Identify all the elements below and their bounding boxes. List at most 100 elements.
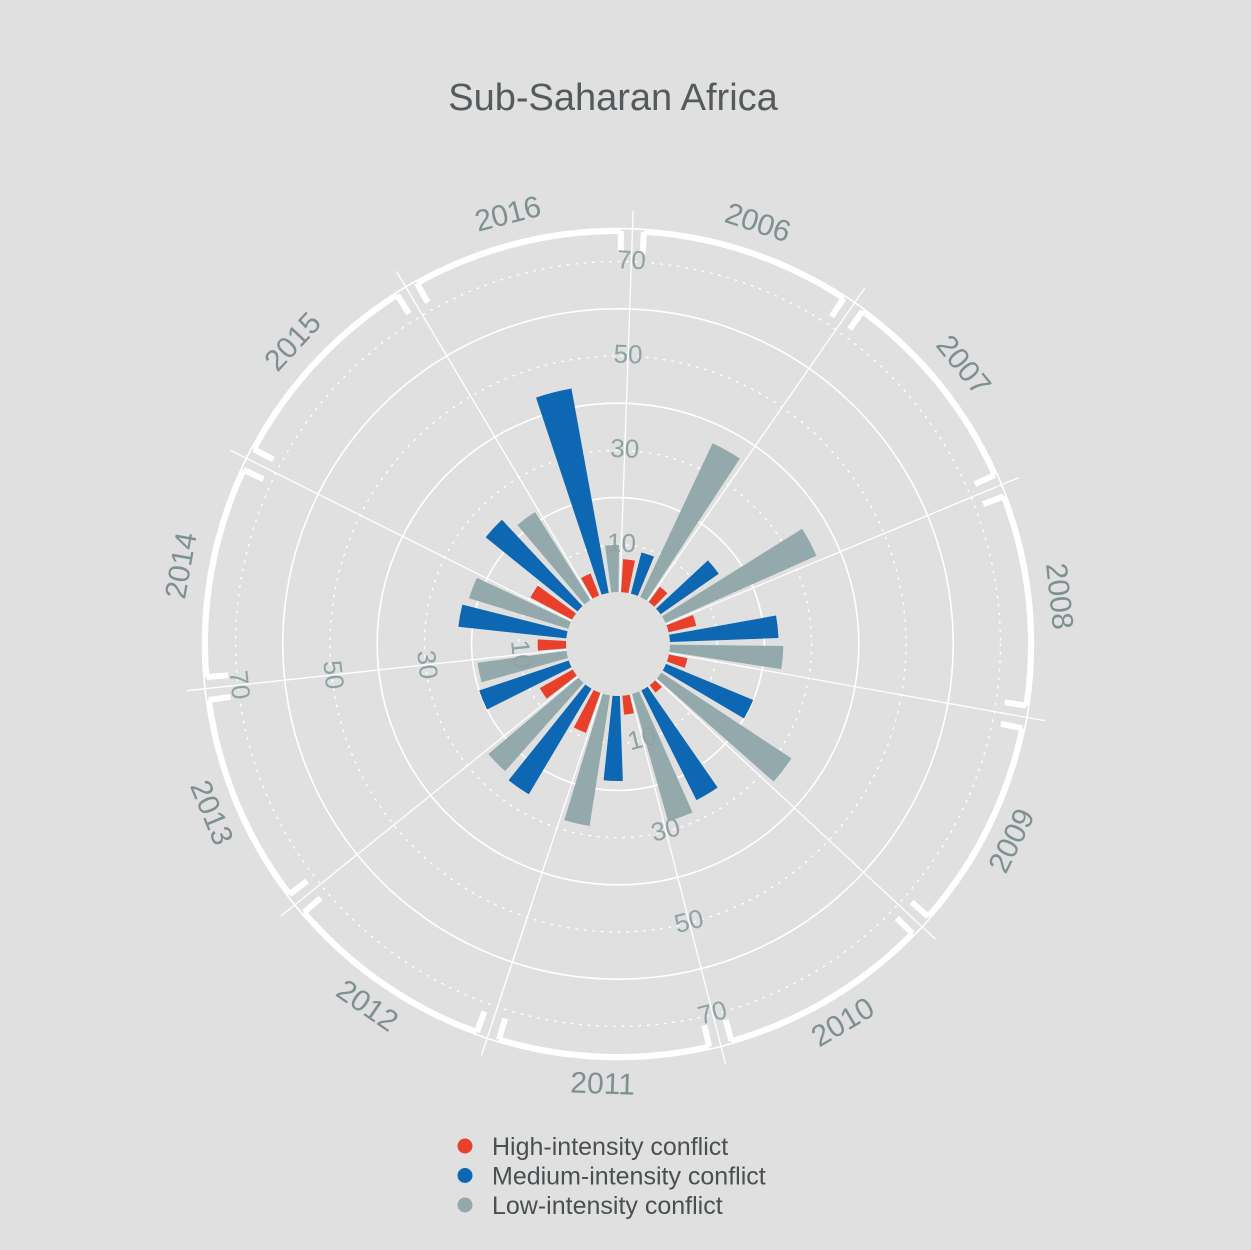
year-arc-2008 (1000, 495, 1034, 707)
year-arc-cap (206, 672, 229, 680)
bar-2010-medium (641, 686, 718, 801)
year-arc-cap (909, 899, 931, 919)
grid-spoke (669, 652, 1045, 722)
chart-title: Sub-Saharan Africa (448, 77, 778, 119)
bar-2008-low (669, 644, 784, 670)
radial-tick-label: 10 (505, 638, 538, 670)
legend-marker (457, 1138, 473, 1154)
bar-2015-high (530, 585, 576, 620)
year-arc-cap (829, 296, 847, 319)
bar-2016-medium (536, 388, 609, 595)
year-arc-cap (701, 1024, 713, 1048)
year-arc-2006 (643, 228, 846, 301)
radial-tick-label: 70 (695, 994, 730, 1030)
year-arc-cap (894, 915, 915, 936)
radial-tick-label: 50 (613, 339, 643, 370)
year-arc-cap (982, 493, 1005, 508)
grid-spoke (229, 449, 572, 622)
legend-label: Low-intensity conflict (492, 1192, 723, 1220)
year-labels: 2006200720082009201020112012201320142015… (159, 190, 1079, 1102)
grid-spoke (280, 676, 578, 917)
year-arc-cap (252, 446, 275, 463)
bar-2009-medium (662, 663, 754, 719)
year-arc-cap (474, 1010, 488, 1034)
legend-marker (457, 1168, 473, 1183)
year-label-2016: 2016 (472, 190, 545, 239)
bars-group (458, 388, 817, 826)
bar-2007-high (648, 586, 668, 607)
grid-ring (376, 402, 860, 886)
year-arc-cap (302, 895, 323, 915)
bar-2012-high (573, 689, 601, 733)
radial-tick-labels: 10 30 50 70 10 30 50 70 10 30 50 70 (223, 244, 730, 1030)
bar-2014-high (537, 639, 567, 651)
radial-tick-label: 70 (223, 669, 256, 701)
grid-spoke (655, 678, 936, 940)
bar-2006-low (640, 443, 740, 601)
year-label-2012: 2012 (330, 973, 404, 1038)
grid-spoke (647, 287, 866, 602)
legend-marker (457, 1197, 473, 1213)
grid-spoke (630, 694, 727, 1065)
grid-spoke (619, 210, 634, 593)
bar-2010-low (632, 691, 693, 822)
bar-2010-high (649, 680, 662, 693)
year-arcs (202, 228, 1034, 1060)
grid-ring (281, 307, 955, 981)
radial-tick-label: 50 (671, 903, 706, 939)
year-arc-2016 (415, 228, 621, 286)
legend: High-intensity conflictMedium-intensity … (457, 1133, 766, 1220)
year-arc-2007 (860, 308, 998, 477)
grid-ring (470, 496, 766, 792)
grid-spoke (665, 477, 1019, 625)
bar-2011-high (622, 694, 634, 715)
bar-2011-low (564, 693, 610, 826)
year-arc-cap (496, 1017, 509, 1041)
grid-ring-dotted (234, 260, 1002, 1028)
bar-2011-medium (603, 695, 623, 781)
grid-spoke (187, 648, 567, 692)
year-arc-cap (208, 693, 232, 703)
grid-spoke (395, 271, 592, 600)
year-arc-cap (242, 467, 265, 482)
year-arc-cap (1004, 699, 1027, 709)
radial-tick-label: 30 (411, 649, 444, 681)
radial-tick-label: 50 (317, 659, 350, 691)
radial-tick-label: 10 (607, 527, 637, 558)
year-label-2006: 2006 (721, 197, 795, 249)
year-arc-cap (973, 472, 997, 487)
bar-2012-low (488, 677, 584, 772)
radial-tick-label: 30 (610, 433, 640, 464)
bar-2009-low (656, 672, 792, 782)
year-arc-cap (287, 878, 309, 897)
bar-2013-high (539, 669, 577, 699)
grid-ring-dotted (423, 449, 813, 839)
year-arc-2013 (205, 699, 292, 897)
year-arc-cap (1000, 720, 1023, 732)
year-arc-2015 (251, 292, 399, 451)
year-label-2014: 2014 (159, 530, 203, 602)
bar-2013-low (477, 650, 568, 683)
year-arc-2014 (202, 468, 247, 678)
radial-tick-label: 10 (624, 720, 659, 756)
polar-grid (187, 210, 1045, 1065)
bar-2007-low (662, 528, 817, 623)
grid-ring-dotted (518, 544, 718, 744)
bar-2008-high (666, 615, 697, 633)
year-label-2007: 2007 (929, 329, 997, 402)
bar-2014-low (469, 577, 571, 629)
bar-2008-medium (669, 615, 779, 643)
year-arc-2011 (498, 1036, 710, 1060)
radial-tick-label: 70 (616, 244, 646, 275)
bar-2014-medium (458, 604, 568, 639)
bar-2006-high (621, 559, 635, 594)
year-label-2008: 2008 (1039, 561, 1079, 631)
bar-2009-high (666, 654, 688, 668)
radial-tick-label: 30 (648, 811, 683, 847)
bar-2007-medium (656, 560, 719, 615)
year-label-2015: 2015 (258, 306, 328, 377)
bar-2015-medium (485, 519, 583, 612)
legend-label: High-intensity conflict (492, 1133, 728, 1161)
center-hole (567, 593, 669, 695)
